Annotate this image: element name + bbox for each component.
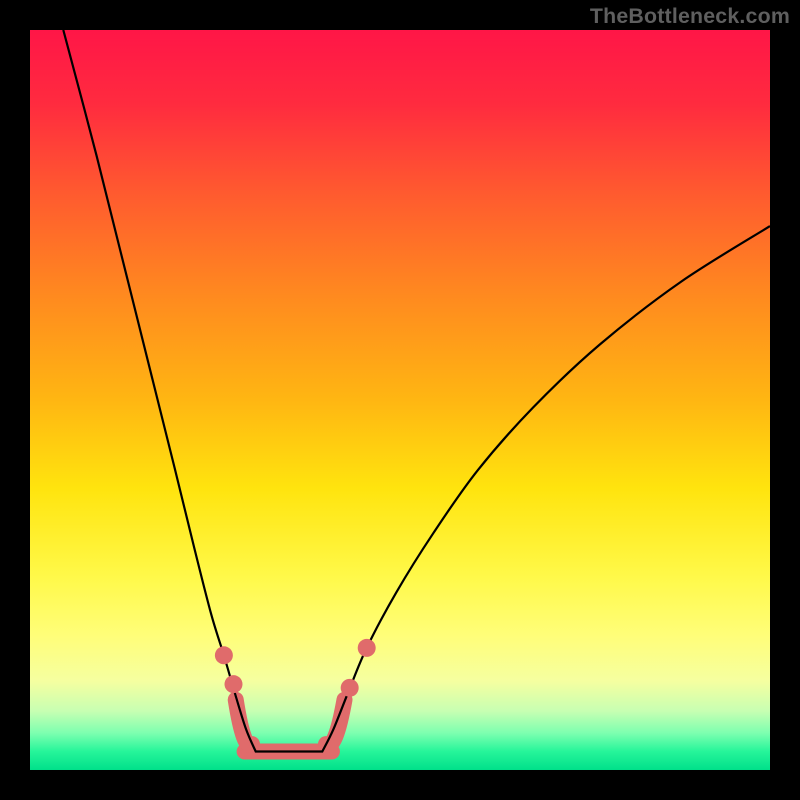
chart-canvas: TheBottleneck.com xyxy=(0,0,800,800)
watermark-label: TheBottleneck.com xyxy=(590,4,790,29)
bottleneck-chart xyxy=(0,0,800,800)
gradient-background xyxy=(30,30,770,770)
